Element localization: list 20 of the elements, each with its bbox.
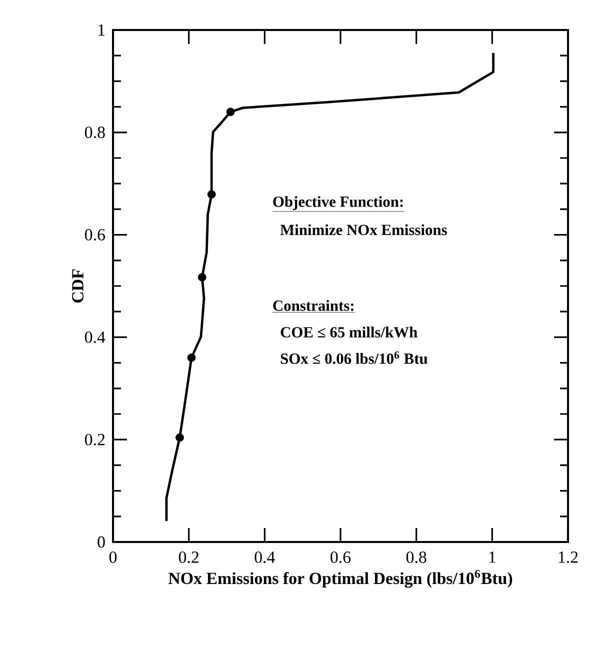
y-tick-label: 0.4 bbox=[84, 331, 106, 343]
annotation: Constraints: bbox=[273, 300, 354, 311]
x-tick-label: 0 bbox=[109, 551, 117, 563]
annotation: COE ≤ 65 mills/kWh bbox=[280, 326, 418, 338]
annotation: SOx ≤ 0.06 lbs/10$^{6}$ Btu bbox=[280, 351, 428, 364]
y-tick-label: 0.8 bbox=[84, 126, 105, 138]
x-tick-label: 0.8 bbox=[406, 551, 426, 563]
x-tick-label: 0.6 bbox=[330, 551, 351, 563]
annotation: Objective Function: bbox=[273, 196, 403, 210]
x-axis-title: NOx Emissions for Optimal Design (lbs/10$^{6}$Btu) bbox=[168, 570, 512, 588]
x-tick-label: 1 bbox=[489, 551, 496, 563]
annotation: Minimize NOx Emissions bbox=[280, 224, 447, 236]
y-tick-label: 0.2 bbox=[84, 434, 105, 446]
y-tick-label: 0.6 bbox=[84, 229, 105, 241]
x-tick-label: 0.2 bbox=[178, 551, 198, 563]
y-axis-title: CDF bbox=[72, 269, 84, 303]
y-tick-label: 0 bbox=[98, 536, 105, 548]
x-tick-label: 1.2 bbox=[558, 551, 578, 563]
y-tick-label: 1 bbox=[98, 24, 104, 36]
x-tick-label: 0.4 bbox=[254, 551, 275, 563]
